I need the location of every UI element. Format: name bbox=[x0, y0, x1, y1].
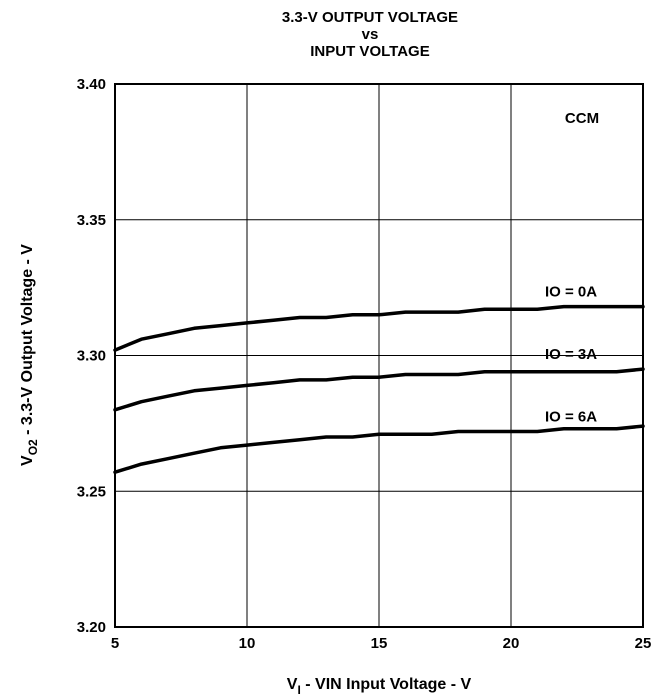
ccm-label: CCM bbox=[565, 110, 599, 127]
series-line bbox=[113, 424, 645, 474]
chart-title-line-3: INPUT VOLTAGE bbox=[310, 43, 429, 60]
x-tick-label: 10 bbox=[239, 635, 256, 652]
series-line bbox=[113, 304, 645, 352]
annotations: CCM IO = 0A IO = 3A IO = 6A bbox=[545, 110, 599, 426]
series-line bbox=[113, 367, 645, 412]
x-axis-ticks: 5 10 15 20 25 bbox=[111, 635, 652, 652]
series-label: IO = 0A bbox=[545, 284, 597, 301]
x-axis-label: VI - VIN Input Voltage - V bbox=[287, 676, 472, 697]
x-tick-label: 20 bbox=[503, 635, 520, 652]
y-axis-label: VO2 - 3.3-V Output Voltage - V bbox=[19, 244, 40, 466]
x-tick-label: 25 bbox=[635, 635, 652, 652]
series-label: IO = 3A bbox=[545, 346, 597, 363]
y-axis-ticks: 3.20 3.25 3.30 3.35 3.40 bbox=[77, 76, 106, 636]
chart-title: 3.3-V OUTPUT VOLTAGE vs INPUT VOLTAGE bbox=[282, 9, 458, 60]
series-label: IO = 6A bbox=[545, 409, 597, 426]
y-tick-label: 3.20 bbox=[77, 619, 106, 636]
plot-frame bbox=[114, 83, 644, 628]
y-tick-label: 3.40 bbox=[77, 76, 106, 93]
x-tick-label: 5 bbox=[111, 635, 119, 652]
chart-title-line-2: vs bbox=[362, 26, 379, 43]
chart-title-line-1: 3.3-V OUTPUT VOLTAGE bbox=[282, 9, 458, 26]
x-tick-label: 15 bbox=[371, 635, 388, 652]
y-tick-label: 3.25 bbox=[77, 483, 106, 500]
y-tick-label: 3.30 bbox=[77, 348, 106, 365]
grid-lines bbox=[115, 84, 643, 627]
y-tick-label: 3.35 bbox=[77, 212, 106, 229]
series-lines bbox=[113, 304, 645, 474]
